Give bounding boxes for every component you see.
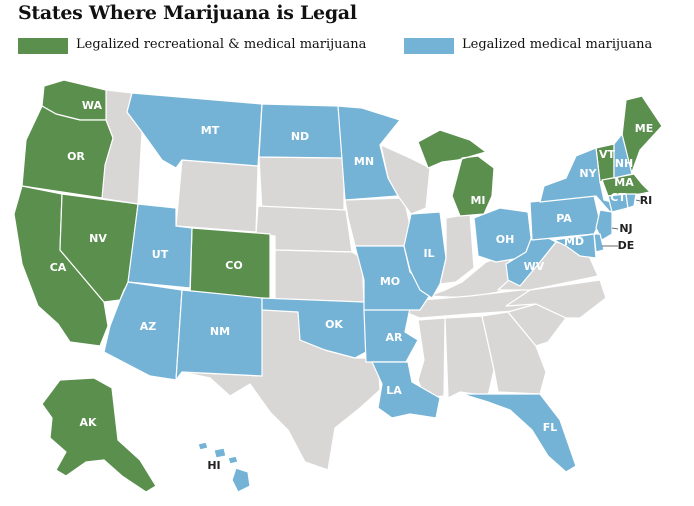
state-shape-mn[interactable]	[337, 105, 401, 201]
state-label-mo: MO	[380, 275, 400, 288]
state-label-ri: RI	[640, 194, 653, 207]
state-label-la: LA	[386, 384, 402, 397]
state-shape-sc[interactable]	[507, 303, 567, 347]
state-shape-or[interactable]	[21, 105, 114, 199]
state-label-ma: MA	[614, 176, 634, 189]
legend-label-recreational: Legalized recreational & medical marijua…	[76, 37, 367, 52]
state-label-nh: NH	[615, 157, 633, 170]
state-shape-nc[interactable]	[505, 279, 607, 319]
leader-line-ri	[635, 199, 641, 202]
state-label-az: AZ	[140, 320, 157, 333]
state-label-mi: MI	[470, 194, 485, 207]
state-shape-ia[interactable]	[344, 197, 412, 247]
state-shape-nj[interactable]	[595, 209, 613, 241]
legend-swatch-recreational	[18, 38, 68, 54]
state-label-ok: OK	[325, 318, 343, 331]
state-shape-mt[interactable]	[126, 92, 263, 169]
state-label-oh: OH	[496, 233, 515, 246]
state-label-ca: CA	[50, 261, 67, 274]
state-label-mt: MT	[201, 124, 220, 137]
state-shape-fl[interactable]	[461, 393, 577, 473]
state-label-nv: NV	[89, 232, 107, 245]
state-label-hi: HI	[207, 459, 220, 472]
state-shape-ak[interactable]	[41, 377, 157, 493]
state-shape-wv[interactable]	[505, 235, 557, 287]
state-shape-md[interactable]	[553, 233, 597, 259]
state-shape-wy[interactable]	[175, 159, 259, 233]
state-label-wv: WV	[524, 260, 545, 273]
leader-line-nj	[611, 227, 619, 230]
state-label-nm: NM	[210, 325, 230, 338]
state-shape-mi[interactable]	[417, 129, 495, 217]
state-label-de: DE	[618, 239, 635, 252]
legend-item-recreational: Legalized recreational & medical marijua…	[18, 36, 388, 56]
state-label-pa: PA	[556, 212, 572, 225]
state-shape-il[interactable]	[403, 211, 447, 299]
state-label-ny: NY	[579, 167, 597, 180]
state-label-ar: AR	[386, 331, 404, 344]
state-shape-ny[interactable]	[539, 147, 621, 213]
state-label-wa: WA	[82, 99, 103, 112]
state-label-nj: NJ	[619, 222, 632, 235]
state-shape-ri[interactable]	[625, 193, 637, 209]
legend-swatch-medical	[404, 38, 454, 54]
legend-label-medical: Legalized medical marijuana	[462, 37, 653, 52]
legend-item-medical: Legalized medical marijuana	[404, 36, 684, 56]
state-label-ak: AK	[79, 416, 97, 429]
state-label-md: MD	[564, 235, 584, 248]
state-label-mn: MN	[354, 155, 374, 168]
state-label-vt: VT	[599, 148, 616, 161]
state-shape-la[interactable]	[371, 361, 441, 419]
state-shape-ms[interactable]	[417, 317, 446, 399]
us-map: WA OR CA NV CO AK MI VT ME MA MT ND MN U…	[13, 79, 663, 493]
state-label-me: ME	[635, 122, 653, 135]
state-label-nd: ND	[291, 130, 309, 143]
state-shape-nh[interactable]	[613, 133, 633, 179]
state-label-il: IL	[423, 247, 434, 260]
state-label-co: CO	[225, 259, 242, 272]
map-title: States Where Marijuana is Legal	[18, 2, 357, 24]
state-shape-hi[interactable]	[197, 441, 251, 493]
state-shape-nm[interactable]	[175, 289, 263, 381]
state-label-ct: CT	[610, 191, 626, 204]
state-label-fl: FL	[543, 421, 558, 434]
state-label-or: OR	[67, 150, 85, 163]
state-shape-ks[interactable]	[274, 249, 365, 303]
state-label-ut: UT	[152, 248, 169, 261]
